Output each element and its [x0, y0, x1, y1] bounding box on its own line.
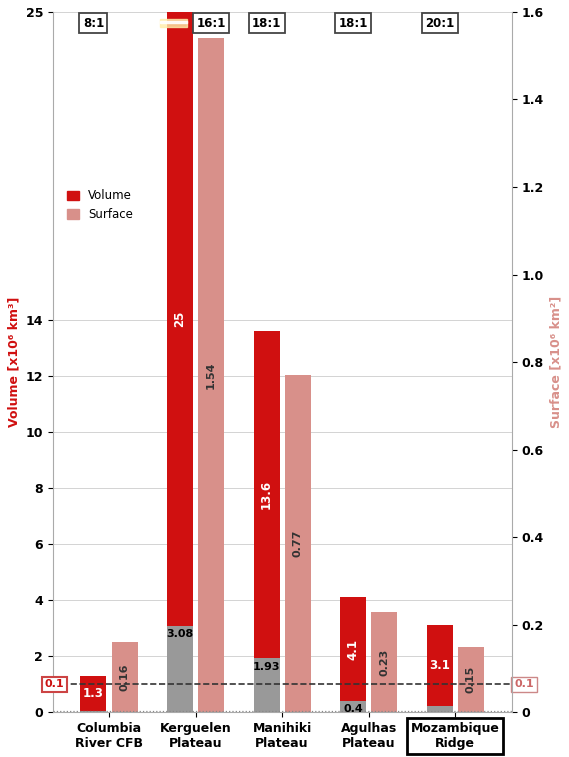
Text: 13.6: 13.6 [260, 480, 273, 509]
Legend: Volume, Surface: Volume, Surface [63, 186, 137, 225]
Bar [458, 646, 484, 712]
Bar [372, 612, 397, 712]
Bar [80, 676, 106, 711]
Bar [427, 706, 453, 712]
Bar [160, 21, 187, 23]
Bar [427, 625, 453, 706]
Text: 4.1: 4.1 [347, 639, 360, 660]
Text: 0.1: 0.1 [44, 679, 64, 690]
Bar [160, 19, 187, 27]
Text: 0.4: 0.4 [343, 705, 363, 715]
Text: 1.54: 1.54 [206, 362, 216, 389]
Bar [80, 711, 106, 712]
Text: 0.77: 0.77 [292, 530, 303, 557]
Text: 3.08: 3.08 [166, 629, 193, 640]
Bar [340, 597, 366, 701]
Bar [112, 642, 138, 712]
Text: 1.3: 1.3 [83, 687, 104, 700]
Text: 18:1: 18:1 [339, 17, 368, 30]
Bar [167, 12, 193, 626]
Bar [340, 701, 366, 712]
Text: 0.1: 0.1 [514, 679, 534, 690]
Text: 0.23: 0.23 [380, 648, 389, 675]
Text: 1.93: 1.93 [253, 662, 281, 671]
Text: 3.1: 3.1 [429, 659, 450, 672]
Bar [198, 38, 224, 712]
Bar [254, 659, 279, 712]
Text: 8:1: 8:1 [83, 17, 104, 30]
Text: 0.15: 0.15 [466, 666, 476, 693]
Text: 25: 25 [174, 311, 187, 327]
Y-axis label: Volume [x10⁶ km³]: Volume [x10⁶ km³] [7, 297, 20, 427]
Text: 18:1: 18:1 [252, 17, 281, 30]
Text: 16:1: 16:1 [196, 17, 226, 30]
Text: 20:1: 20:1 [425, 17, 454, 30]
Y-axis label: Surface [x10⁶ km²]: Surface [x10⁶ km²] [549, 296, 562, 428]
Text: 0.16: 0.16 [119, 664, 130, 691]
Bar [284, 375, 311, 712]
Bar [254, 332, 279, 659]
Bar [167, 626, 193, 712]
